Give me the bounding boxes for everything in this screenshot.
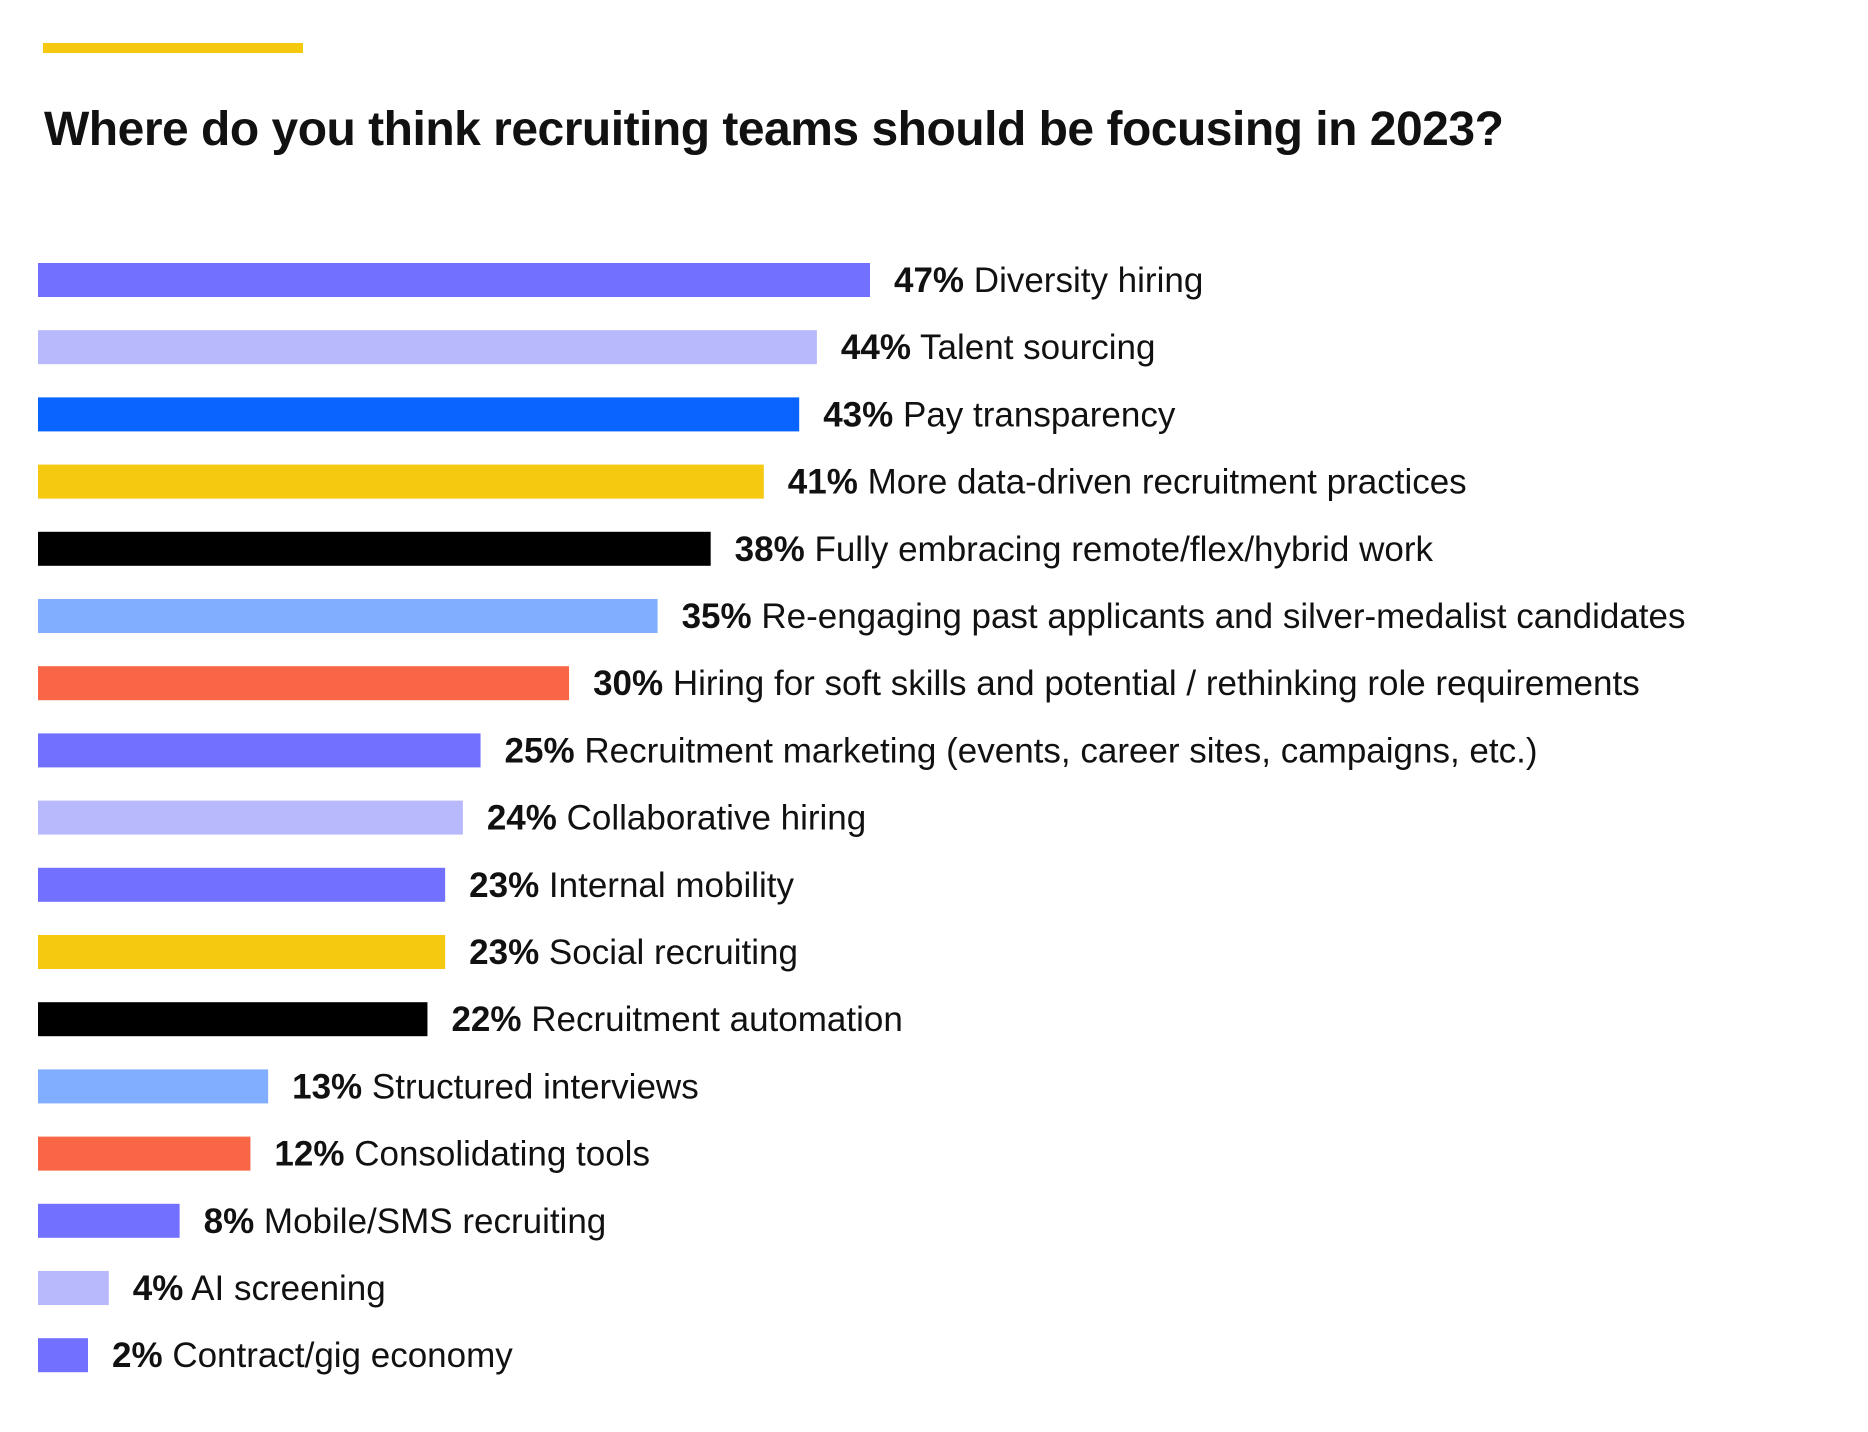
category-label: Diversity hiring (964, 261, 1203, 300)
bar-label-4: 38% Fully embracing remote/flex/hybrid w… (735, 530, 1434, 569)
category-label: Recruitment marketing (events, career si… (575, 731, 1538, 770)
bar-14 (38, 1203, 180, 1238)
bar-label-3: 41% More data-driven recruitment practic… (788, 463, 1467, 502)
bar-label-15: 4% AI screening (133, 1269, 386, 1308)
category-label: Hiring for soft skills and potential / r… (663, 664, 1640, 703)
category-label: Mobile/SMS recruiting (254, 1202, 606, 1241)
data-label: 38% (735, 530, 805, 569)
bar-label-8: 24% Collaborative hiring (487, 799, 866, 838)
data-label: 4% (133, 1269, 184, 1308)
category-label: Consolidating tools (344, 1135, 649, 1174)
chart-title: Where do you think recruiting teams shou… (44, 103, 1504, 156)
bar-label-9: 23% Internal mobility (469, 866, 794, 905)
category-label: Pay transparency (893, 395, 1176, 434)
bar-label-5: 35% Re-engaging past applicants and silv… (682, 597, 1686, 636)
bar-6 (38, 666, 570, 701)
category-label: Fully embracing remote/flex/hybrid work (805, 530, 1434, 569)
bar-9 (38, 867, 446, 902)
bar-label-1: 44% Talent sourcing (841, 328, 1156, 367)
bar-label-16: 2% Contract/gig economy (112, 1336, 513, 1375)
category-label: Contract/gig economy (163, 1336, 514, 1375)
bar-label-12: 13% Structured interviews (292, 1067, 699, 1106)
data-label: 30% (593, 664, 663, 703)
category-label: Talent sourcing (911, 328, 1156, 367)
data-label: 24% (487, 799, 557, 838)
data-label: 44% (841, 328, 911, 367)
category-label: Structured interviews (362, 1067, 699, 1106)
data-label: 13% (292, 1067, 362, 1106)
bar-0 (38, 263, 870, 297)
bar-15 (38, 1271, 109, 1305)
bar-10 (38, 935, 446, 969)
category-label: More data-driven recruitment practices (858, 463, 1467, 502)
bar-12 (38, 1069, 269, 1104)
bar-8 (38, 800, 463, 835)
data-label: 12% (274, 1135, 344, 1174)
bar-7 (38, 733, 481, 768)
category-label: Internal mobility (539, 866, 794, 905)
data-label: 35% (682, 597, 752, 636)
bar-2 (38, 397, 800, 432)
bar-1 (38, 330, 817, 365)
data-label: 23% (469, 866, 539, 905)
category-label: AI screening (183, 1269, 385, 1308)
bar-16 (38, 1338, 88, 1373)
bar-label-11: 22% Recruitment automation (451, 1000, 902, 1039)
bar-4 (38, 531, 711, 566)
data-label: 47% (894, 261, 964, 300)
data-label: 8% (204, 1202, 255, 1241)
data-label: 2% (112, 1336, 163, 1375)
data-label: 43% (823, 395, 893, 434)
category-label: Collaborative hiring (557, 799, 866, 838)
category-label: Social recruiting (539, 933, 798, 972)
bar-label-13: 12% Consolidating tools (274, 1135, 650, 1174)
bar-label-0: 47% Diversity hiring (894, 261, 1203, 300)
bar-label-6: 30% Hiring for soft skills and potential… (593, 664, 1640, 703)
category-label: Re-engaging past applicants and silver-m… (752, 597, 1686, 636)
data-label: 41% (788, 463, 858, 502)
data-label: 23% (469, 933, 539, 972)
bar-11 (38, 1002, 428, 1037)
accent-bar (43, 43, 303, 53)
data-label: 22% (451, 1000, 521, 1039)
bar-label-14: 8% Mobile/SMS recruiting (204, 1202, 607, 1241)
bar-label-2: 43% Pay transparency (823, 395, 1176, 434)
category-label: Recruitment automation (522, 1000, 903, 1039)
bar-3 (38, 464, 764, 499)
bar-5 (38, 599, 658, 633)
bar-label-10: 23% Social recruiting (469, 933, 798, 972)
bar-label-7: 25% Recruitment marketing (events, caree… (505, 731, 1538, 770)
bar-13 (38, 1136, 251, 1171)
data-label: 25% (505, 731, 575, 770)
